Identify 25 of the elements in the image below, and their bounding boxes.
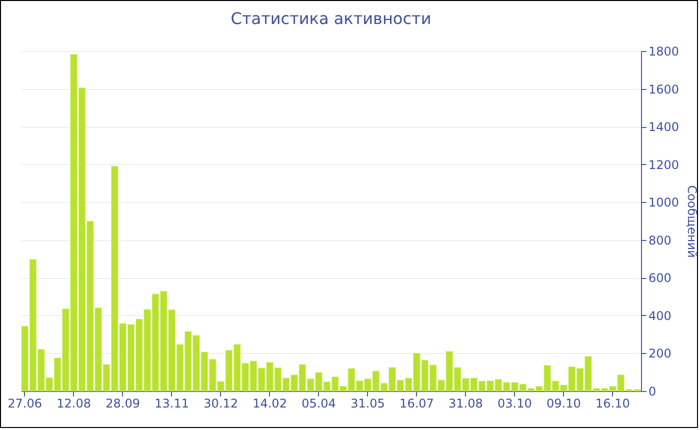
x-tick-label: 27.06: [8, 396, 42, 410]
x-tick-label: 30.12: [204, 396, 238, 410]
y-tick-label: 1000: [648, 196, 680, 210]
x-tick-label: 31.05: [350, 396, 385, 410]
y-tick-label: 800: [648, 233, 672, 248]
y-axis-title: Сообщений: [685, 185, 700, 258]
y-tick-label: 200: [648, 346, 672, 361]
chart-title: Статистика активности: [230, 9, 432, 28]
y-tick-label: 1400: [648, 120, 680, 134]
y-tick-label: 1200: [648, 158, 680, 172]
x-tick-label: 12.08: [56, 396, 92, 410]
x-tick-label: 05.04: [302, 396, 336, 410]
x-tick-label: 16.10: [595, 396, 630, 410]
y-tick-label: 1800: [648, 44, 680, 58]
y-tick-label: 1600: [648, 82, 680, 96]
x-tick-label: 13.11: [154, 396, 189, 410]
x-tick-label: 09.10: [546, 396, 581, 410]
y-tick-label: 600: [648, 271, 672, 286]
x-tick-label: 28.09: [106, 396, 140, 410]
y-tick-label: 0: [648, 384, 656, 398]
x-tick-label: 31.08: [448, 396, 483, 410]
x-tick-label: 16.07: [400, 396, 434, 410]
x-tick-label: 14.02: [252, 396, 287, 410]
x-tick-label: 03.10: [498, 396, 532, 410]
y-tick-label: 400: [648, 308, 672, 323]
